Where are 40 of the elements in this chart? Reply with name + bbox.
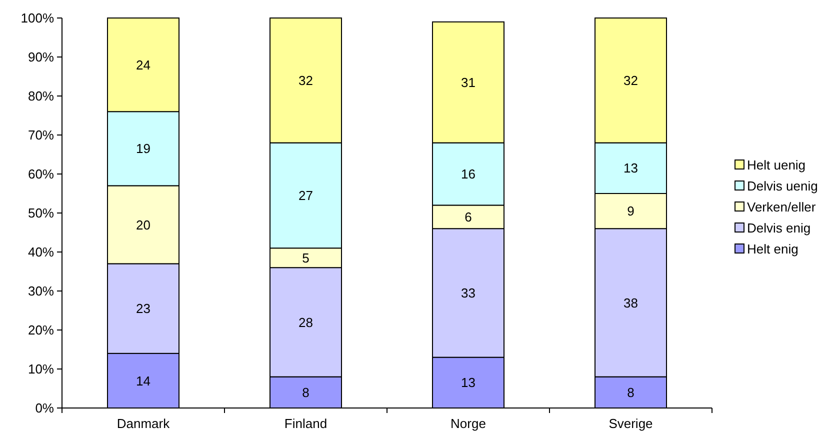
legend-label: Helt enig [747,242,798,257]
data-label: 27 [298,188,313,203]
data-label: 6 [464,209,472,224]
y-tick-label: 20% [28,322,54,338]
x-tick-label: Danmark [116,416,170,431]
x-tick-label: Norge [450,416,486,431]
data-label: 23 [136,301,150,316]
legend-label: Verken/eller [747,200,816,215]
data-label: 8 [302,384,310,400]
y-tick-label: 80% [28,88,54,104]
y-tick-label: 40% [28,244,54,260]
data-label: 32 [298,72,313,88]
y-tick-label: 10% [28,362,54,377]
legend-label: Helt uenig [747,158,806,173]
y-tick-label: 60% [28,166,54,182]
legend-label: Delvis enig [747,220,811,236]
data-label: 13 [461,375,476,390]
data-label: 33 [461,286,476,300]
y-tick-label: 50% [28,206,54,221]
y-tick-label: 0% [35,400,54,416]
data-label: 14 [136,373,150,388]
y-tick-label: 30% [28,284,54,299]
data-label: 24 [136,57,150,72]
data-label: 19 [136,141,150,156]
legend-label: Delvis uenig [747,178,818,194]
data-label: 13 [624,160,638,176]
x-tick-label: Sverige [608,416,653,431]
data-label: 20 [136,217,150,232]
data-label: 38 [624,295,638,310]
data-label: 5 [302,250,310,266]
data-label: 16 [461,166,476,182]
data-label: 8 [627,384,634,400]
x-tick-label: Finland [284,416,328,431]
y-tick-label: 70% [28,128,54,143]
y-tick-label: 100% [20,10,54,26]
data-label: 31 [461,74,476,90]
data-label: 32 [624,72,638,88]
data-label: 28 [298,314,313,330]
data-label: 9 [627,204,634,219]
y-tick-label: 90% [28,50,54,65]
